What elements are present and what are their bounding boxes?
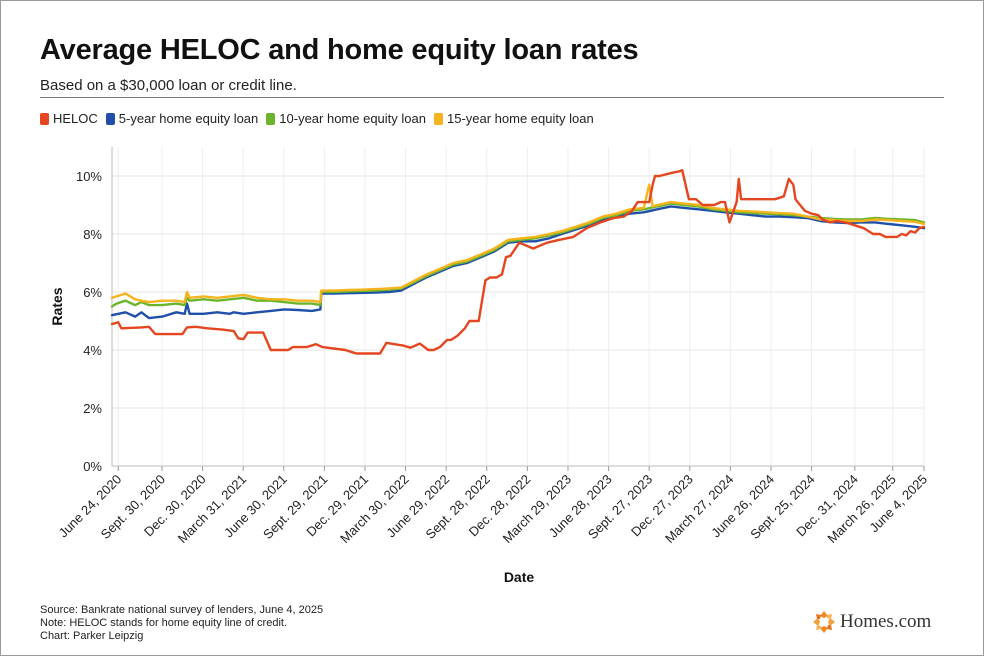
logo-text: Homes.com xyxy=(840,611,932,632)
title-divider xyxy=(40,97,944,98)
y-tick-label: 2% xyxy=(83,401,102,416)
legend-swatch-heloc xyxy=(40,112,49,125)
legend-item-15-year: 15-year home equity loan xyxy=(433,111,594,126)
legend-label-heloc: HELOC xyxy=(53,111,98,126)
legend-item-5-year: 5-year home equity loan xyxy=(105,111,259,126)
legend-swatch-15-year xyxy=(433,112,443,125)
source-note: Source: Bankrate national survey of lend… xyxy=(40,604,324,616)
chart-legend: HELOC 5-year home equity loan 10-year ho… xyxy=(40,111,602,126)
y-tick-label: 4% xyxy=(83,343,102,358)
y-tick-label: 0% xyxy=(83,459,102,474)
legend-label-15-year: 15-year home equity loan xyxy=(446,111,594,126)
series-line-heloc xyxy=(110,168,926,355)
chart-subtitle: Based on a $30,000 loan or credit line. xyxy=(40,77,297,94)
heloc-note: Note: HELOC stands for home equity line … xyxy=(40,617,288,629)
chart-footer: Source: Bankrate national survey of lend… xyxy=(40,604,323,643)
chart-title: Average HELOC and home equity loan rates xyxy=(40,34,639,66)
y-tick-label: 10% xyxy=(76,169,102,184)
x-axis-title: Date xyxy=(504,569,535,585)
series-line-15-year-home-equity-loan xyxy=(110,183,926,304)
legend-label-10-year: 10-year home equity loan xyxy=(279,111,426,126)
series-line-5-year-home-equity-loan xyxy=(110,205,926,320)
legend-item-10-year: 10-year home equity loan xyxy=(266,111,426,126)
series-line-10-year-home-equity-loan xyxy=(110,202,926,308)
homes-com-logo: Homes.com xyxy=(812,610,931,634)
chart-credit: Chart: Parker Leipzig xyxy=(40,630,144,642)
legend-item-heloc: HELOC xyxy=(40,111,98,126)
legend-swatch-5-year xyxy=(105,112,115,125)
legend-label-5-year: 5-year home equity loan xyxy=(118,111,259,126)
y-tick-label: 6% xyxy=(83,285,102,300)
homes-com-logo-icon xyxy=(813,611,835,633)
y-tick-label: 8% xyxy=(83,227,102,242)
legend-swatch-10-year xyxy=(266,112,276,125)
y-axis-title: Rates xyxy=(49,287,65,325)
